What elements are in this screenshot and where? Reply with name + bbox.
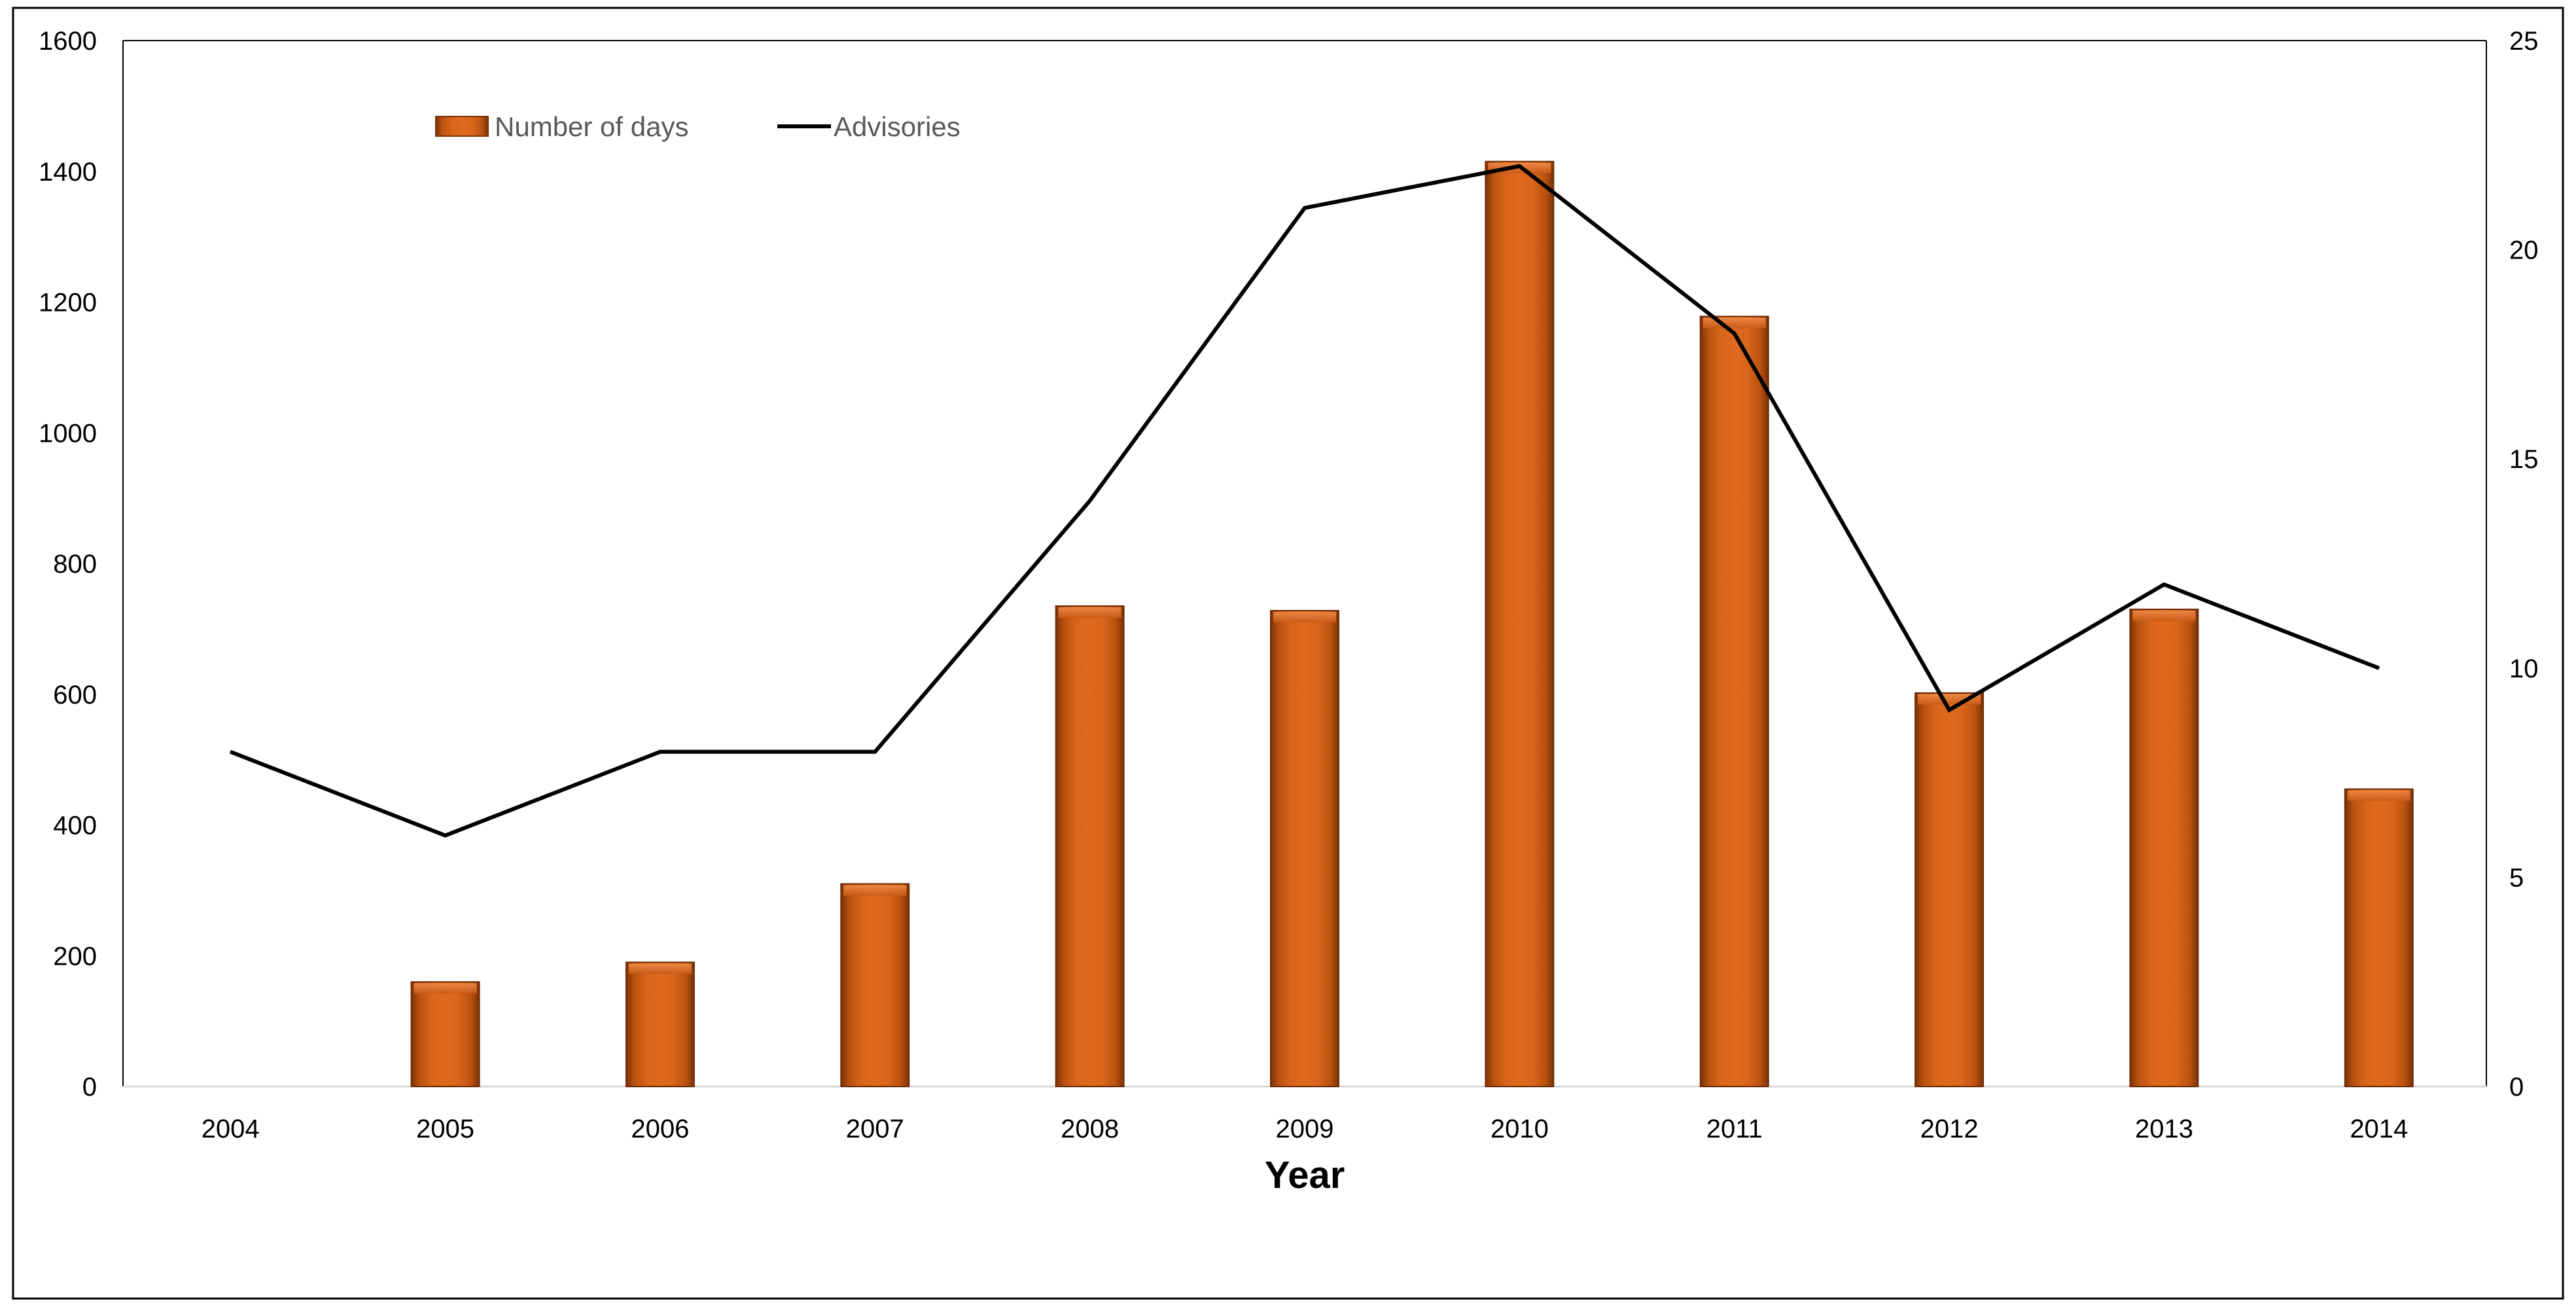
bar: [410, 981, 480, 1087]
x-axis-tick-labels: 2004 2005 2006 2007 2008 2009 2010 2011 2012 2013…: [202, 1115, 2408, 1143]
bar-body: [1485, 160, 1555, 1087]
line-point: [2163, 583, 2165, 585]
x-tick-label: 2014: [2350, 1115, 2408, 1143]
line-point: [1949, 709, 1950, 711]
line-point: [1089, 500, 1091, 502]
line-point: [659, 751, 661, 753]
right-tick-label: 0: [2509, 1073, 2524, 1102]
line-series: [230, 164, 2380, 838]
bar-body: [410, 981, 480, 1087]
line-point: [444, 835, 446, 836]
bar-body: [1270, 609, 1339, 1087]
bar-body: [840, 883, 910, 1087]
bar-highlight: [1058, 607, 1121, 618]
bar: [1055, 605, 1125, 1087]
bar: [2344, 788, 2414, 1087]
bar-body: [2129, 608, 2199, 1087]
bar: [1485, 160, 1555, 1087]
bar: [625, 961, 695, 1088]
right-tick-label: 15: [2509, 445, 2539, 474]
bar-body: [2344, 788, 2414, 1087]
right-tick-label: 20: [2509, 236, 2539, 265]
bar-highlight: [2347, 790, 2410, 801]
left-tick-label: 600: [53, 681, 97, 709]
line-point: [1304, 207, 1305, 209]
bar-body: [1914, 692, 1985, 1087]
bar-highlight: [843, 885, 907, 896]
x-axis-title: Year: [1265, 1154, 1345, 1196]
legend-label-advisories: Advisories: [834, 111, 961, 142]
bar-highlight: [2132, 610, 2196, 621]
x-tick-label: 2006: [631, 1115, 689, 1143]
x-tick-label: 2012: [1920, 1115, 1979, 1143]
legend: Number of days Advisories: [435, 111, 961, 142]
right-tick-label: 10: [2509, 655, 2539, 683]
x-tick-label: 2010: [1491, 1115, 1549, 1143]
left-axis-tick-labels: 0 200 400 600 800 1000 1200 1400 1600: [39, 27, 97, 1102]
bar: [840, 883, 910, 1087]
bar-body: [1055, 605, 1125, 1087]
x-tick-label: 2007: [846, 1115, 904, 1143]
bar: [1914, 692, 1985, 1087]
right-axis-tick-labels: 0 5 10 15 20 25: [2509, 27, 2539, 1102]
line-point: [2378, 667, 2380, 669]
bar-body: [1699, 315, 1769, 1087]
line-point: [874, 751, 876, 753]
line-point: [1519, 165, 1521, 167]
bar-highlight: [1703, 317, 1766, 329]
left-tick-label: 0: [82, 1073, 97, 1102]
left-tick-label: 800: [53, 550, 97, 579]
right-tick-label: 5: [2509, 863, 2524, 892]
left-tick-label: 1200: [39, 289, 97, 317]
x-tick-label: 2011: [1706, 1115, 1763, 1143]
x-tick-label: 2013: [2135, 1115, 2193, 1143]
bar-series: [410, 160, 2414, 1088]
x-tick-label: 2009: [1276, 1115, 1334, 1143]
x-tick-label: 2008: [1061, 1115, 1119, 1143]
x-tick-label: 2004: [202, 1115, 260, 1143]
bar-body: [625, 961, 695, 1088]
legend-label-number-of-days: Number of days: [495, 111, 688, 142]
bar: [1699, 315, 1769, 1087]
bar-highlight: [1273, 611, 1336, 622]
left-tick-label: 200: [53, 942, 97, 971]
bar: [1270, 609, 1339, 1087]
bar-highlight: [414, 983, 477, 994]
left-tick-label: 1400: [39, 158, 97, 187]
legend-swatch-number-of-days: [435, 116, 489, 137]
left-tick-label: 1000: [39, 419, 97, 448]
bar-highlight: [628, 963, 692, 975]
left-tick-label: 400: [53, 812, 97, 840]
right-tick-label: 25: [2509, 27, 2539, 56]
x-tick-label: 2005: [416, 1115, 474, 1143]
left-tick-label: 1600: [39, 27, 97, 56]
line-point: [230, 751, 232, 753]
bar: [2129, 608, 2199, 1087]
line-point: [1733, 332, 1735, 334]
